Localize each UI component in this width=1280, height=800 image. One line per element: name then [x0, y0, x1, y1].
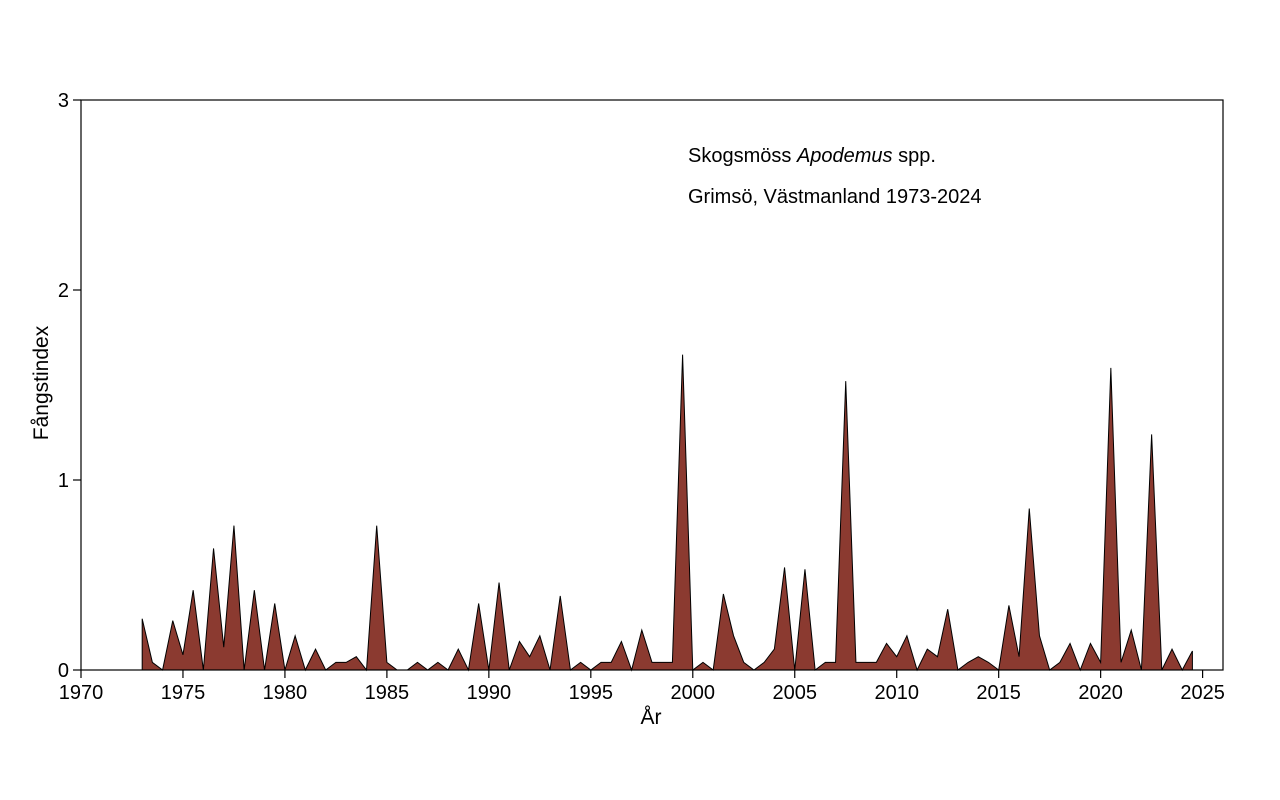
- x-tick-label: 2010: [874, 682, 919, 704]
- x-tick-label: 1970: [59, 682, 104, 704]
- x-axis-title: År: [641, 706, 662, 729]
- plot-frame: [80, 99, 1224, 671]
- x-tick-label: 1990: [467, 682, 512, 704]
- x-tick-label: 2025: [1180, 682, 1225, 704]
- x-tick-label: 2005: [773, 682, 818, 704]
- x-tick-label: 1980: [263, 682, 308, 704]
- annotation-species-genus: Apodemus: [796, 145, 893, 167]
- x-tick-label: 1975: [161, 682, 206, 704]
- y-axis-title: Fångstindex: [30, 325, 53, 440]
- x-tick-label: 1995: [569, 682, 614, 704]
- y-tick-label: 2: [58, 280, 69, 302]
- x-tick-label: 2020: [1078, 682, 1123, 704]
- annotation-species-prefix: Skogsmöss: [688, 145, 797, 167]
- x-tick-label: 1985: [365, 682, 410, 704]
- x-axis: 1970 1975 1980 1985 1990 1995 2000 2005 2010 2015…: [59, 670, 1225, 704]
- area-layer: [141, 354, 1193, 672]
- y-axis: 0 1 2 3: [58, 90, 81, 682]
- y-tick-label: 0: [58, 660, 69, 682]
- x-tick-label: 2000: [671, 682, 716, 704]
- annotation-location: Grimsö, Västmanland 1973-2024: [688, 186, 982, 208]
- annotation-species: Skogsmöss Apodemus spp.: [688, 145, 936, 167]
- y-tick-label: 1: [58, 470, 69, 492]
- annotation-species-suffix: spp.: [893, 145, 936, 167]
- area-series: [141, 354, 1193, 672]
- y-tick-label: 3: [58, 90, 69, 112]
- x-tick-label: 2015: [976, 682, 1021, 704]
